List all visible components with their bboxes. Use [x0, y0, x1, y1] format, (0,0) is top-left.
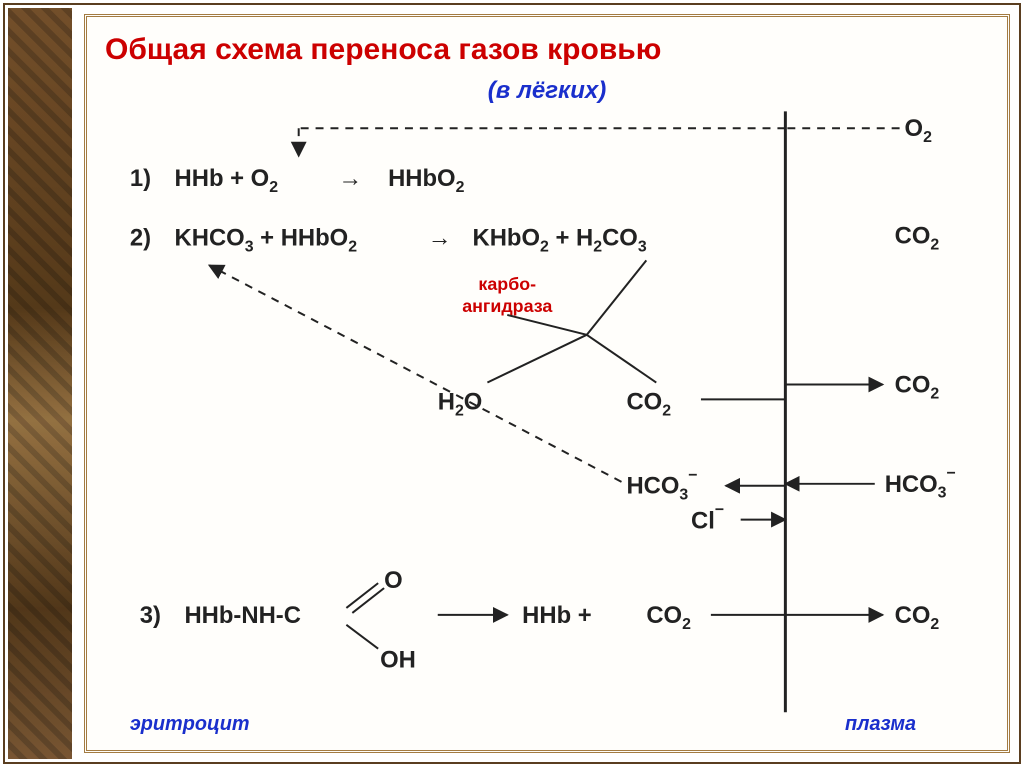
- co2-mid: CO2: [626, 388, 671, 419]
- svg-text:2): 2): [130, 224, 151, 251]
- svg-text:HHb +: HHb +: [522, 602, 592, 629]
- plasma-CO2-3: CO2: [895, 602, 940, 633]
- svg-text:CO2: CO2: [646, 602, 691, 633]
- label-erythrocyte: эритроцит: [130, 713, 250, 735]
- h2o: H2O: [438, 388, 483, 419]
- svg-text:CO2: CO2: [895, 602, 940, 633]
- split-left: [587, 260, 647, 334]
- svg-text:3): 3): [140, 602, 161, 629]
- label-plasma: плазма: [845, 713, 916, 735]
- svg-text:O2: O2: [905, 115, 933, 146]
- diagram-svg: O2 CO2 CO2 HCO3− CO2 1) HHb + O2 → HHbO2…: [87, 17, 1007, 750]
- svg-text:HHbO2: HHbO2: [388, 165, 465, 196]
- enzyme-label-1: карбо-: [478, 274, 536, 294]
- cl-ion: Cl−: [691, 502, 724, 535]
- svg-text:O: O: [384, 567, 403, 594]
- svg-text:→: →: [428, 224, 452, 251]
- svg-text:HHb + O2: HHb + O2: [175, 165, 279, 196]
- plasma-O2: O2: [905, 115, 933, 146]
- svg-text:1): 1): [130, 165, 151, 192]
- inner-frame: Общая схема переноса газов кровью (в лёг…: [84, 14, 1010, 753]
- svg-text:KHCO3 + HHbO2: KHCO3 + HHbO2: [175, 224, 358, 255]
- svg-text:KHbO2 + H2CO3: KHbO2 + H2CO3: [473, 224, 647, 255]
- svg-text:CO2: CO2: [895, 222, 940, 253]
- plasma-CO2-2: CO2: [895, 371, 940, 402]
- enzyme-label-2: ангидраза: [462, 296, 553, 316]
- svg-text:HCO3−: HCO3−: [885, 465, 956, 502]
- hco3-to-khco3: [209, 265, 621, 482]
- reaction-2: 2) KHCO3 + HHbO2 → KHbO2 + H2CO3: [130, 224, 647, 255]
- reaction-3: 3) HHb-NH-C O OH HHb + CO2: [140, 567, 691, 673]
- split-join: [507, 315, 586, 335]
- reaction-1: 1) HHb + O2 → HHbO2: [130, 165, 465, 196]
- decor-strip: [8, 8, 72, 759]
- split-to-h2o: [487, 335, 586, 383]
- hco3-left: HCO3−: [626, 467, 697, 504]
- plasma-HCO3: HCO3−: [885, 465, 956, 502]
- plasma-CO2-1: CO2: [895, 222, 940, 253]
- svg-text:HHb-NH-C: HHb-NH-C: [184, 602, 300, 629]
- split-to-co2: [587, 335, 657, 383]
- svg-text:CO2: CO2: [895, 371, 940, 402]
- svg-text:→: →: [338, 165, 362, 192]
- svg-text:OH: OH: [380, 647, 416, 674]
